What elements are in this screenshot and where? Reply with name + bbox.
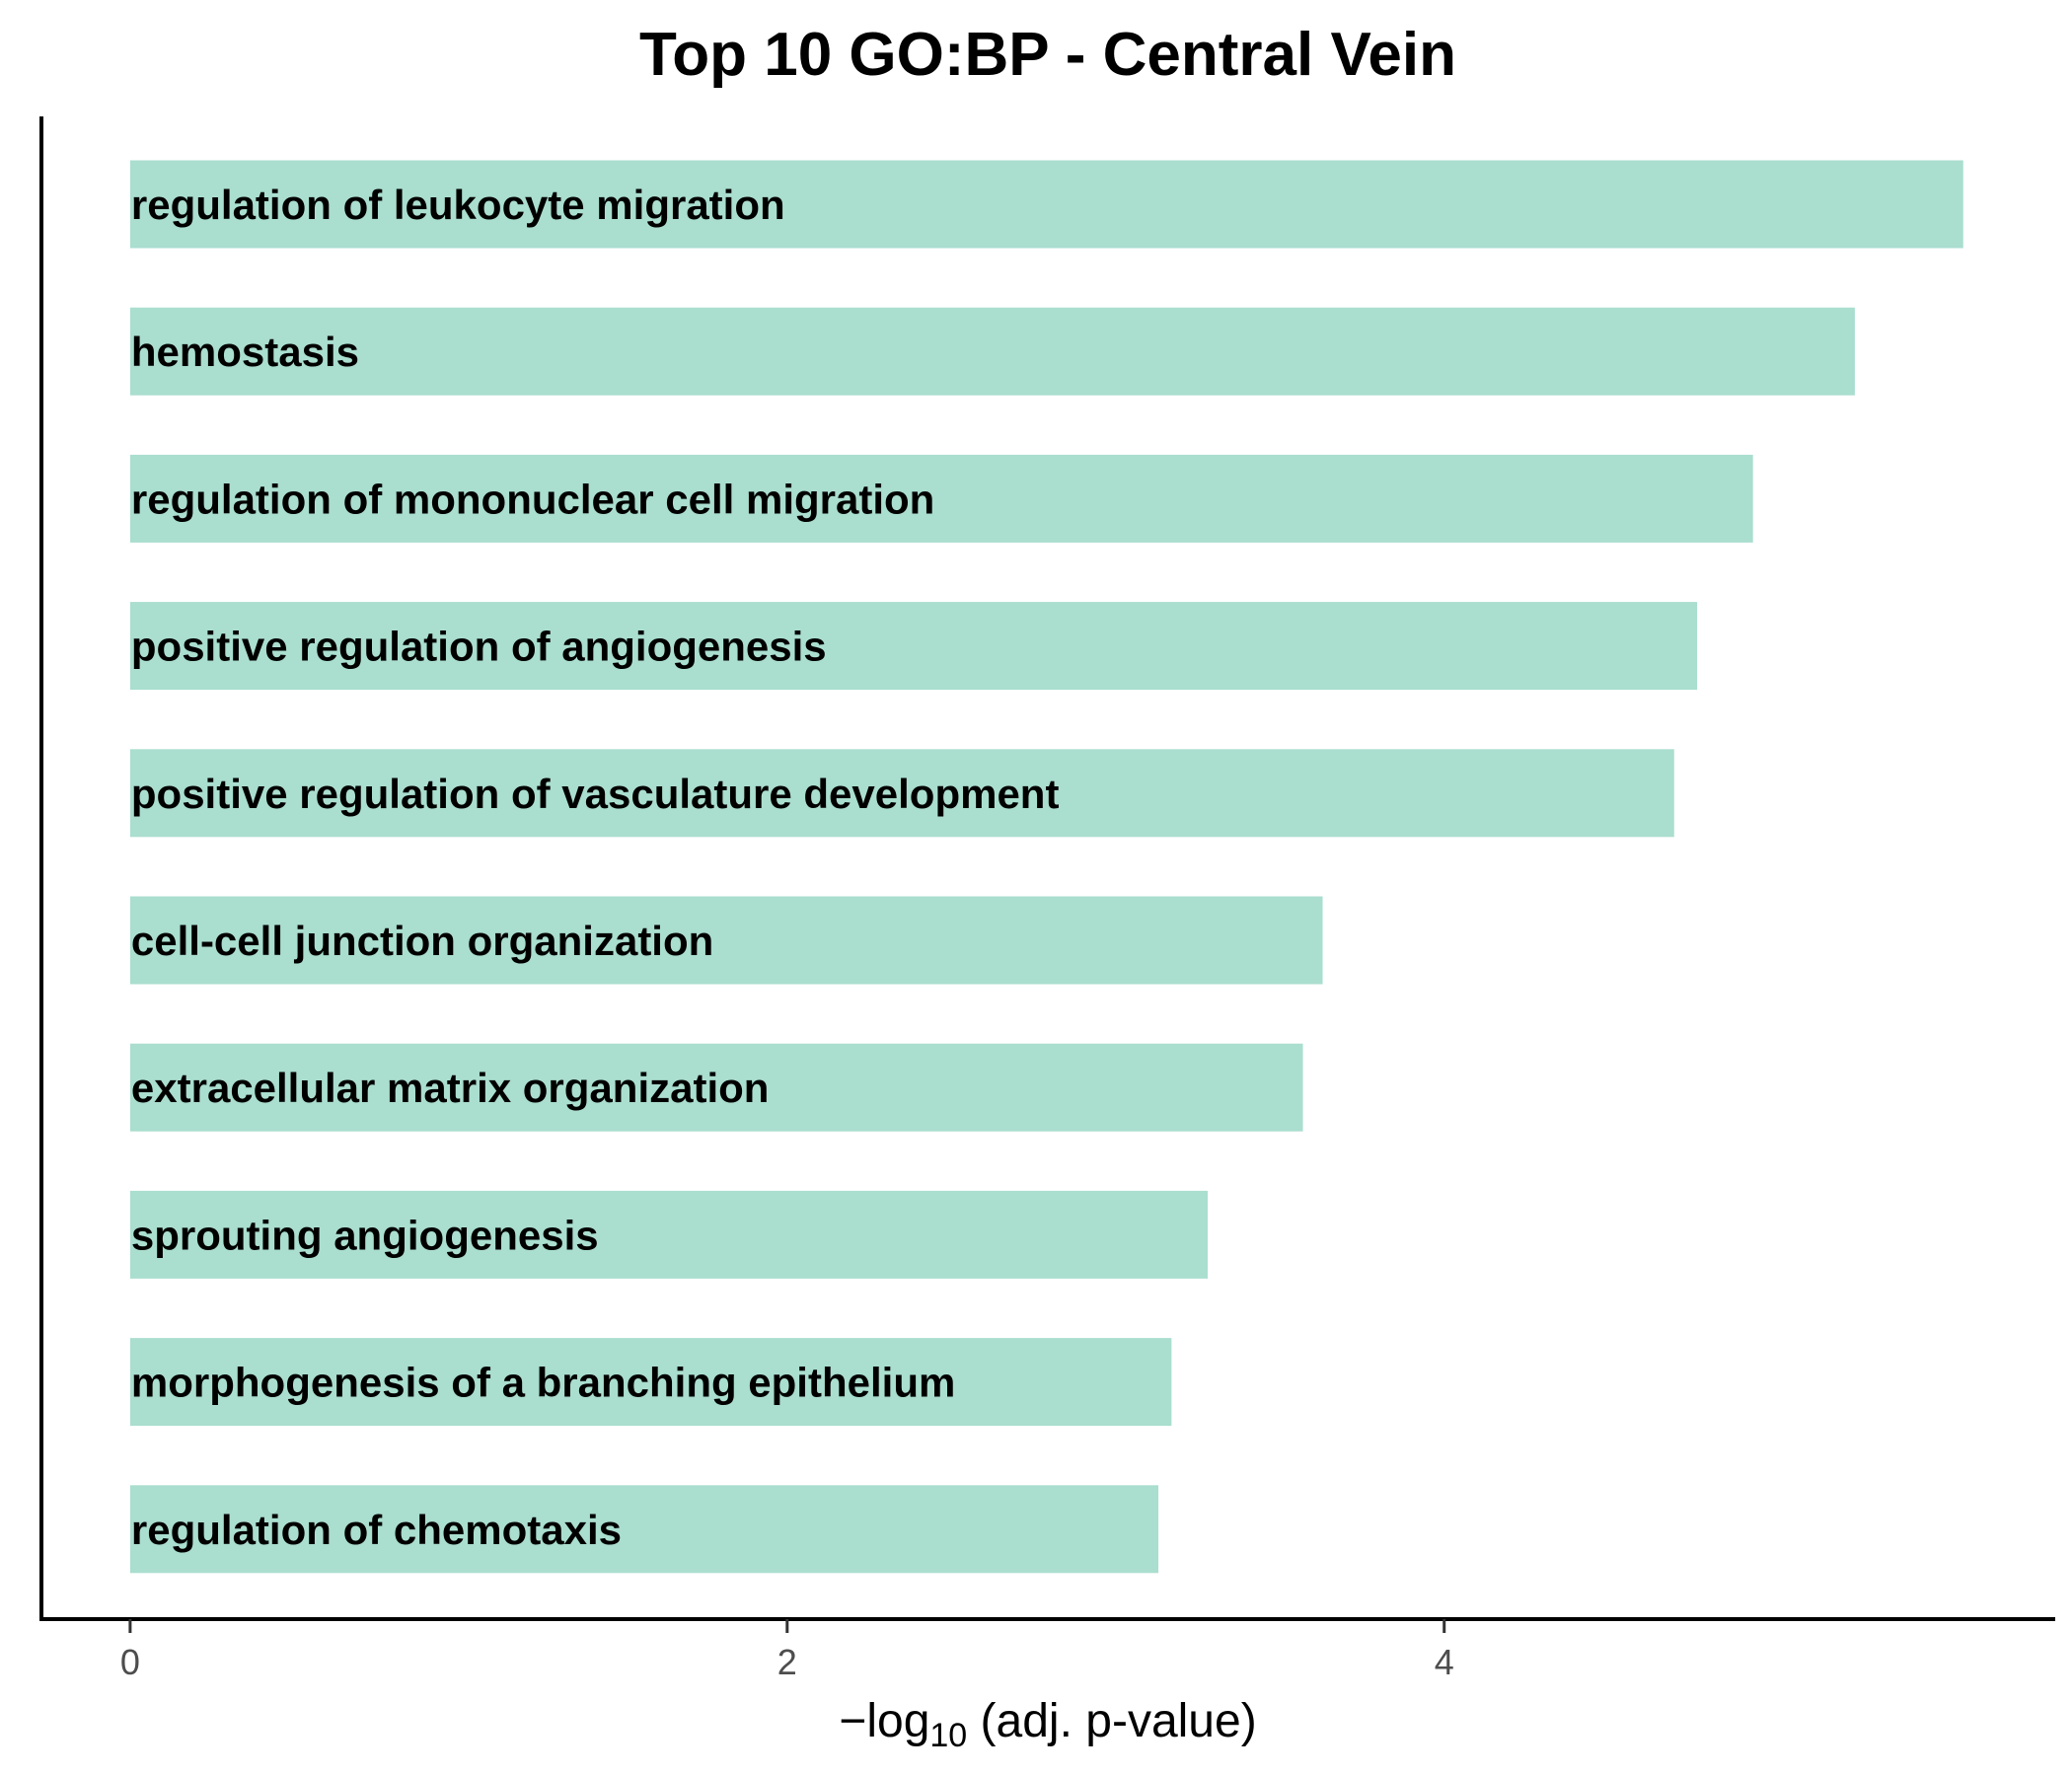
bar (129, 1043, 1303, 1132)
x-tick-label: 2 (777, 1642, 797, 1682)
x-axis-ticks: 0 2 4 (120, 1619, 1454, 1682)
bar (129, 307, 1855, 396)
bar-label: morphogenesis of a branching epithelium (131, 1360, 955, 1406)
bar (129, 896, 1323, 985)
bar (129, 602, 1698, 691)
x-tick-label: 4 (1435, 1642, 1454, 1682)
x-axis-title-prefix: −log (839, 1695, 929, 1747)
bars (129, 160, 1963, 1574)
x-tick-label: 0 (120, 1642, 140, 1682)
bar (129, 1190, 1208, 1279)
bar-label: regulation of mononuclear cell migration (131, 476, 934, 522)
bar-label: cell-cell junction organization (131, 918, 713, 964)
bar-label: hemostasis (131, 329, 359, 375)
bar (129, 749, 1674, 838)
bar (129, 1485, 1159, 1574)
bar-label: positive regulation of angiogenesis (131, 624, 827, 670)
x-axis-title-suffix: (adj. p-value) (967, 1695, 1256, 1747)
bar-label: positive regulation of vasculature devel… (131, 771, 1060, 817)
bar-label: regulation of chemotaxis (131, 1507, 622, 1553)
bar-label: extracellular matrix organization (131, 1065, 770, 1111)
x-axis-title-subscript: 10 (929, 1717, 967, 1754)
bar (129, 1338, 1172, 1427)
bar (129, 454, 1753, 543)
bar-label: regulation of leukocyte migration (131, 182, 785, 228)
bar-labels: regulation of leukocyte migration hemosta… (131, 182, 1060, 1553)
bar (129, 160, 1963, 249)
chart-title: Top 10 GO:BP - Central Vein (639, 21, 1456, 89)
x-axis-title: −log10 (adj. p-value) (839, 1695, 1256, 1754)
bar-label: sprouting angiogenesis (131, 1212, 599, 1258)
